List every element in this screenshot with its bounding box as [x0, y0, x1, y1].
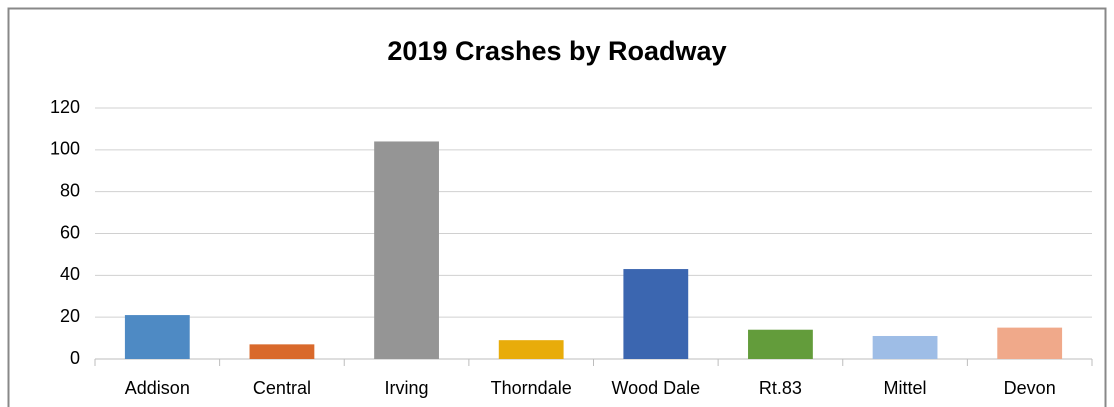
x-tick-label: Central [253, 378, 311, 398]
x-tick-label: Mittel [884, 378, 927, 398]
x-tick-label: Thorndale [491, 378, 572, 398]
y-tick-label: 80 [60, 180, 80, 200]
x-tick-label: Wood Dale [611, 378, 700, 398]
bar [249, 344, 315, 359]
bar [498, 340, 564, 359]
y-tick-label: 0 [70, 348, 80, 368]
bar [748, 329, 813, 359]
y-tick-label: 120 [50, 97, 80, 117]
y-tick-label: 60 [60, 222, 80, 242]
x-tick-label: Rt.83 [759, 378, 802, 398]
bar [997, 327, 1063, 359]
y-tick-label: 100 [50, 139, 80, 159]
bar [872, 335, 938, 359]
y-tick-label: 20 [60, 306, 80, 326]
y-tick-label: 40 [60, 264, 80, 284]
x-tick-label: Addison [125, 378, 190, 398]
bar [374, 141, 439, 359]
bar [623, 269, 689, 359]
bar [124, 315, 190, 359]
x-tick-label: Irving [385, 378, 429, 398]
x-tick-label: Devon [1004, 378, 1056, 398]
chart-title: 2019 Crashes by Roadway [387, 36, 726, 66]
